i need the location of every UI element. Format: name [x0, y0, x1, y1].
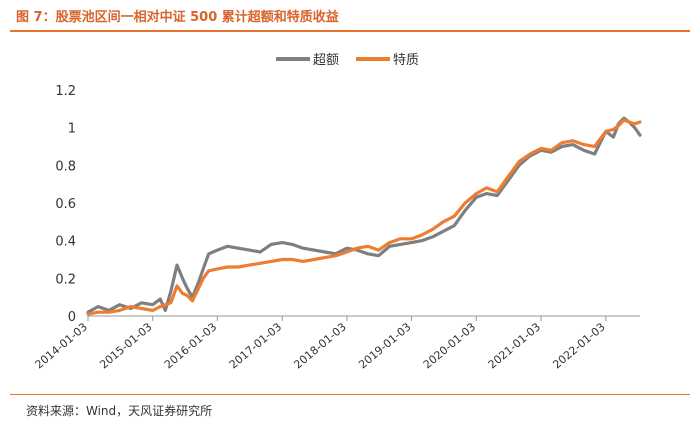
- x-tick-label: 2018-01-03: [291, 320, 348, 371]
- y-tick-label: 1: [68, 122, 76, 137]
- x-tick-label: 2015-01-03: [97, 320, 154, 371]
- y-tick-label: 0.6: [55, 197, 76, 212]
- x-tick-label: 2019-01-03: [356, 320, 413, 371]
- legend: 超额 特质: [276, 53, 419, 68]
- y-tick-label: 0.8: [55, 159, 76, 174]
- x-tick-label: 2020-01-03: [421, 320, 478, 371]
- series-line-2: [86, 118, 642, 316]
- x-tick-label: 2021-01-03: [486, 320, 543, 371]
- y-tick-label: 0.2: [55, 272, 76, 287]
- title-divider: [10, 30, 690, 32]
- legend-label-2: 特质: [393, 53, 419, 68]
- legend-label-1: 超额: [313, 53, 339, 68]
- y-tick-label: 1.2: [55, 84, 76, 99]
- x-tick-label: 2017-01-03: [227, 320, 284, 371]
- chart-title: 图 7：股票池区间一相对中证 500 累计超额和特质收益: [16, 10, 339, 25]
- x-tick-label: 2016-01-03: [162, 320, 219, 371]
- source-divider: [10, 394, 690, 395]
- y-tick-label: 0.4: [55, 235, 76, 250]
- source-note: 资料来源：Wind，天风证券研究所: [26, 404, 213, 418]
- x-axis: 2014-01-03 2015-01-03 2016-01-03 2017-01-03…: [33, 315, 640, 371]
- x-tick-label: 2014-01-03: [33, 320, 90, 371]
- series-group: [86, 116, 642, 316]
- y-axis: 0 0.2 0.4 0.6 0.8 1 1.2: [55, 84, 76, 325]
- y-tick-label: 0: [68, 310, 76, 325]
- x-tick-label: 2022-01-03: [550, 320, 607, 371]
